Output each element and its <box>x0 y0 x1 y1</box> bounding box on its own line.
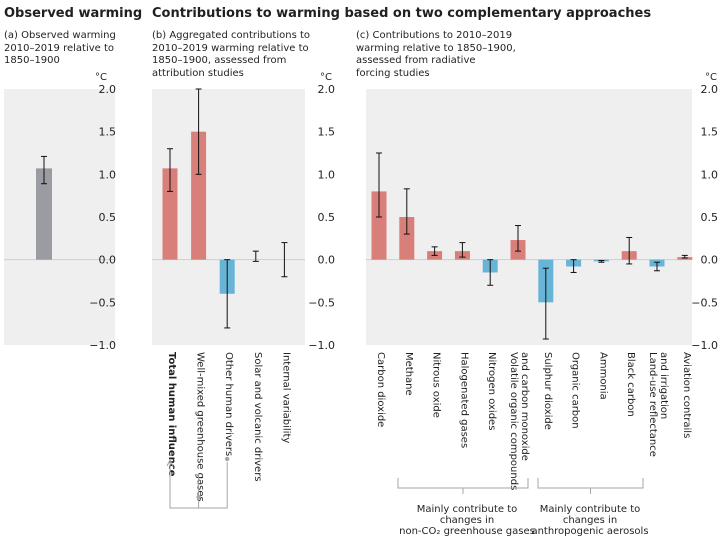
error-bar <box>570 259 577 273</box>
bracket-dot <box>225 456 230 462</box>
error-bar <box>431 246 438 256</box>
y-tick-label: 1.0 <box>318 168 336 181</box>
error-bar <box>41 155 47 185</box>
panel-b-subtitle-line: 1850–1900, assessed from <box>152 55 287 66</box>
observed-warming-heading: Observed warming <box>4 6 143 21</box>
category-label: Methane <box>403 352 414 396</box>
bar-c-1 <box>371 191 387 260</box>
panel-c-subtitle-line: forcing studies <box>356 67 430 79</box>
panel-a-subtitle-line: (a) Observed warming <box>4 30 116 41</box>
y-tick-label: 2.0 <box>701 83 719 96</box>
aerosol-group-label-line: changes in <box>563 515 617 526</box>
aerosol-group-label-line: Mainly contribute to <box>540 504 641 515</box>
y-tick-label: 0.0 <box>318 254 336 267</box>
y-tick-label: 1.5 <box>99 126 117 139</box>
category-label: Total human influence <box>166 352 177 477</box>
panel-b-subtitle-line: attribution studies <box>152 67 244 79</box>
y-unit-label: °C <box>320 72 332 83</box>
error-bar <box>681 254 688 259</box>
category-label: Nitrous oxide <box>431 352 442 418</box>
panel-b-subtitle-line: 2010–2019 warming relative to <box>152 42 309 54</box>
panel-c-background <box>366 89 692 345</box>
panel-a-background <box>4 89 115 345</box>
category-label: Volatile organic compounds <box>508 352 519 490</box>
panel-a-subtitle-line: 2010–2019 relative to <box>4 42 115 54</box>
bracket-dot <box>196 494 201 500</box>
error-bar <box>459 242 466 258</box>
category-label: Halogenated gases <box>458 352 469 448</box>
aerosol-group-bracket <box>537 478 644 494</box>
error-bar <box>281 242 288 278</box>
error-bar <box>252 250 259 262</box>
category-label: and irrigation <box>658 352 669 419</box>
y-tick-label: 2.0 <box>99 83 117 96</box>
contributions-heading: Contributions to warming based on two co… <box>152 6 652 21</box>
y-tick-label: 1.5 <box>701 126 719 139</box>
panel-c-subtitle-line: (c) Contributions to 2010–2019 <box>356 30 513 41</box>
y-tick-label: 1.0 <box>701 168 719 181</box>
y-unit-label: °C <box>705 72 717 83</box>
bar-a-1 <box>36 168 52 260</box>
error-bar <box>167 148 173 192</box>
y-tick-label: 2.0 <box>318 83 336 96</box>
y-tick-label: −0.5 <box>691 296 718 309</box>
category-label: Ammonia <box>597 352 608 400</box>
error-bar <box>515 225 521 252</box>
y-tick-label: 0.5 <box>99 211 117 224</box>
category-label: Sulphur dioxide <box>542 352 553 430</box>
error-bar <box>542 267 549 340</box>
category-label: Internal variability <box>280 352 291 443</box>
ghg-group-label-line: non-CO₂ greenhouse gases <box>399 526 535 537</box>
y-tick-label: 0.0 <box>99 254 117 267</box>
y-tick-label: 0.5 <box>318 211 336 224</box>
y-tick-label: 1.0 <box>99 168 117 181</box>
y-unit-label: °C <box>95 72 107 83</box>
category-label: Carbon dioxide <box>375 352 386 427</box>
group-bracket-line <box>537 478 644 489</box>
error-bar <box>376 152 382 218</box>
panel-c-subtitle: (c) Contributions to 2010–2019 warming r… <box>356 30 516 80</box>
y-tick-label: −1.0 <box>89 339 116 352</box>
category-label: and carbon monoxide <box>519 352 530 461</box>
error-bar <box>224 259 231 329</box>
ghg-group-label-line: changes in <box>440 515 494 526</box>
aerosol-group-label-line: anthropogenic aerosols <box>531 526 648 537</box>
category-label: Other human drivers <box>223 352 234 456</box>
panel-c-subtitle-line: warming relative to 1850–1900, <box>356 42 516 54</box>
category-label: Black carbon <box>625 352 636 417</box>
panel-b-subtitle-line: (b) Aggregated contributions to <box>152 30 311 41</box>
bar-c-2 <box>399 217 415 260</box>
category-label: Nitrogen oxides <box>486 352 497 430</box>
panel-a-subtitle-line: 1850–1900 <box>4 55 60 66</box>
category-label: Well-mixed greenhouse gases <box>195 352 206 502</box>
y-tick-label: 0.5 <box>701 211 719 224</box>
category-label: Land-use reflectance <box>647 352 658 457</box>
category-label: Solar and volcanic drivers <box>252 352 263 482</box>
error-bar <box>598 260 605 263</box>
error-bar <box>626 236 633 265</box>
error-bar <box>487 259 494 286</box>
y-tick-label: 0.0 <box>701 254 719 267</box>
category-label: Aviation contrails <box>681 352 692 438</box>
error-bar <box>654 261 660 272</box>
bar-b-1 <box>162 168 178 260</box>
y-tick-label: 1.5 <box>318 126 336 139</box>
category-label: Organic carbon <box>570 352 581 429</box>
bracket-arrow <box>166 458 174 467</box>
ghg-group-bracket <box>397 478 529 494</box>
panel-b-subtitle: (b) Aggregated contributions to 2010–201… <box>152 30 310 80</box>
y-tick-label: −0.5 <box>89 296 116 309</box>
panel-c-subtitle-line: assessed from radiative <box>356 55 476 66</box>
y-tick-label: −0.5 <box>308 296 335 309</box>
y-tick-label: −1.0 <box>308 339 335 352</box>
human-influence-bracket <box>166 456 230 509</box>
panel-a-subtitle: (a) Observed warming 2010–2019 relative … <box>4 30 116 68</box>
ghg-group-label-line: Mainly contribute to <box>417 504 518 515</box>
y-tick-label: −1.0 <box>691 339 718 352</box>
error-bar <box>403 188 410 235</box>
error-bar <box>195 88 202 175</box>
bar-b-2 <box>191 131 207 260</box>
